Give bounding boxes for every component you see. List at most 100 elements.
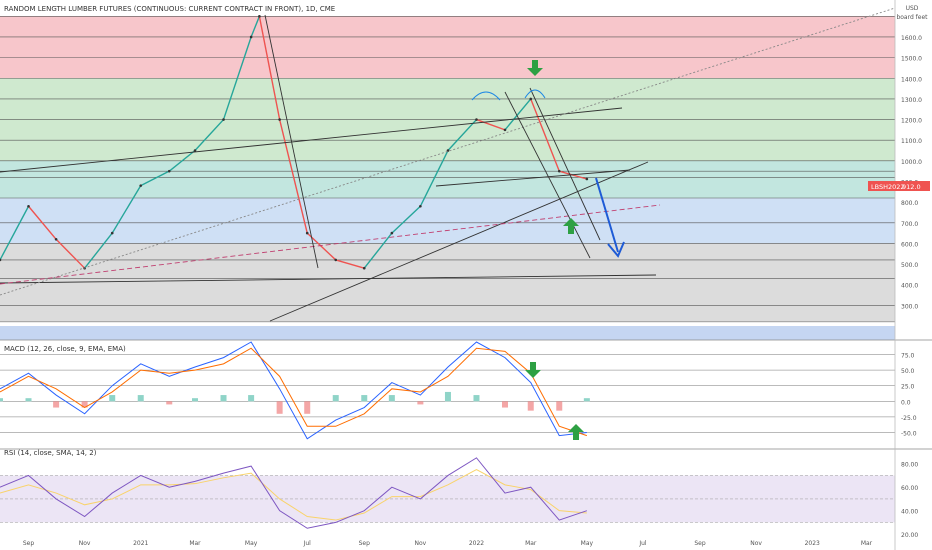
x-tick-label: May — [245, 540, 258, 547]
macd-hist-bar — [501, 401, 508, 408]
macd-hist-bar — [248, 395, 255, 402]
trendline-drop — [264, 14, 319, 269]
macd-hist-bar — [0, 398, 3, 402]
macd-hist-bar — [583, 398, 590, 402]
horizontal-levels — [0, 16, 895, 323]
currency-label[interactable]: USD — [906, 5, 919, 12]
macd-line — [0, 341, 587, 440]
band-band_blue — [0, 198, 895, 244]
x-tick-label: Mar — [189, 540, 201, 547]
macd-hist-bar — [444, 391, 451, 402]
price-segment — [140, 170, 170, 187]
price-point — [222, 118, 225, 121]
chart-title: RANDOM LENGTH LUMBER FUTURES (CONTINUOUS… — [4, 5, 335, 13]
price-point — [585, 177, 589, 181]
trendline-dashed — [0, 204, 661, 285]
trendline-support — [0, 274, 657, 284]
band-band_teal — [0, 160, 895, 198]
price-point — [419, 204, 422, 208]
macd-tick-label: 25.0 — [901, 384, 915, 391]
x-tick-label: 2023 — [805, 540, 820, 547]
price-segment — [504, 98, 532, 131]
price-tag-symbol: LBSH2022 — [871, 183, 905, 191]
price-segment — [278, 119, 308, 234]
macd-hist-bar — [473, 395, 480, 402]
price-point — [258, 15, 261, 18]
price-point — [278, 118, 281, 121]
x-tick-label: 2021 — [133, 540, 148, 547]
macd-hist-bar — [388, 395, 395, 402]
price-point — [167, 169, 171, 173]
price-point — [249, 35, 253, 39]
macd-tick-label: -25.0 — [901, 415, 917, 422]
rsi-tick-label: 60.00 — [901, 485, 918, 492]
price-segment — [55, 238, 86, 269]
x-tick-label: Jul — [638, 540, 647, 547]
x-tick-label: Nov — [415, 540, 427, 547]
macd-tick-label: 75.0 — [901, 352, 915, 359]
signal-line — [0, 347, 588, 437]
x-tick-label: Nov — [79, 540, 91, 547]
rsi-panel: 80.00 60.00 40.00 20.00 — [0, 448, 932, 539]
x-tick-label: Sep — [694, 540, 706, 547]
macd-hist-bar — [109, 395, 116, 402]
price-tick-label: 1300.0 — [901, 97, 922, 104]
price-point — [390, 231, 394, 235]
price-segment — [84, 232, 113, 269]
price-tick-label: 1500.0 — [901, 56, 922, 63]
rsi-tick-label: 80.00 — [901, 462, 918, 469]
price-tick-label: 1400.0 — [901, 76, 922, 83]
x-tick-label: 2022 — [469, 540, 484, 547]
macd-tick-label: 50.0 — [901, 368, 915, 375]
price-point — [27, 204, 30, 208]
macd-hist-bar — [304, 401, 311, 414]
unit-label[interactable]: board feet — [896, 14, 928, 21]
shoulder-arc — [471, 91, 501, 101]
x-tick-label: Nov — [750, 540, 762, 547]
price-point — [193, 149, 197, 152]
projection-arrow-head — [607, 241, 625, 258]
price-point — [529, 97, 533, 101]
price-segment — [391, 205, 421, 234]
price-point — [334, 258, 338, 262]
price-tag: LBSH2022 912.0 — [868, 181, 930, 191]
macd-tick-label: -50.0 — [901, 431, 917, 438]
price-segment — [250, 16, 261, 38]
price-point — [557, 169, 561, 173]
x-tick-label: Sep — [23, 540, 35, 547]
trendline-mid — [435, 169, 631, 187]
macd-hist-bar — [332, 395, 339, 402]
green-arrow-up-icon — [563, 218, 579, 234]
x-tick-label: Jul — [303, 540, 312, 547]
green-arrow-down-icon — [527, 60, 543, 76]
price-segment — [111, 185, 142, 234]
macd-hist-bar — [220, 395, 227, 402]
price-bands — [0, 16, 895, 340]
projection-arrow-line — [595, 177, 619, 253]
macd-panel: 75.0 50.0 25.0 0.0 -25.0 -50.0 — [0, 339, 932, 440]
macd-hist-bar — [192, 398, 199, 402]
price-segment — [258, 16, 281, 120]
price-point — [139, 184, 143, 187]
price-tick-label: 1600.0 — [901, 35, 922, 42]
rsi-line — [0, 457, 588, 529]
macd-hist-bar — [556, 401, 563, 411]
band-band_red — [0, 16, 895, 79]
macd-title: MACD (12, 26, close, 9, EMA, EMA) — [4, 345, 126, 353]
price-tag-value: 912.0 — [902, 183, 921, 191]
channel-left — [504, 91, 591, 259]
price-segment — [476, 118, 506, 131]
channel-right — [529, 87, 601, 241]
price-tick-label: 600.0 — [901, 241, 918, 248]
price-tick-label: 800.0 — [901, 200, 918, 207]
price-segment — [530, 98, 560, 172]
trendline-rising — [269, 161, 649, 322]
x-tick-label: Mar — [525, 540, 537, 547]
price-point — [54, 237, 58, 241]
price-segment — [0, 205, 30, 261]
rsi-tick-label: 20.00 — [901, 532, 918, 539]
rsi-ma-line — [0, 469, 587, 521]
macd-tick-label: 0.0 — [901, 399, 911, 406]
price-point — [362, 266, 366, 270]
